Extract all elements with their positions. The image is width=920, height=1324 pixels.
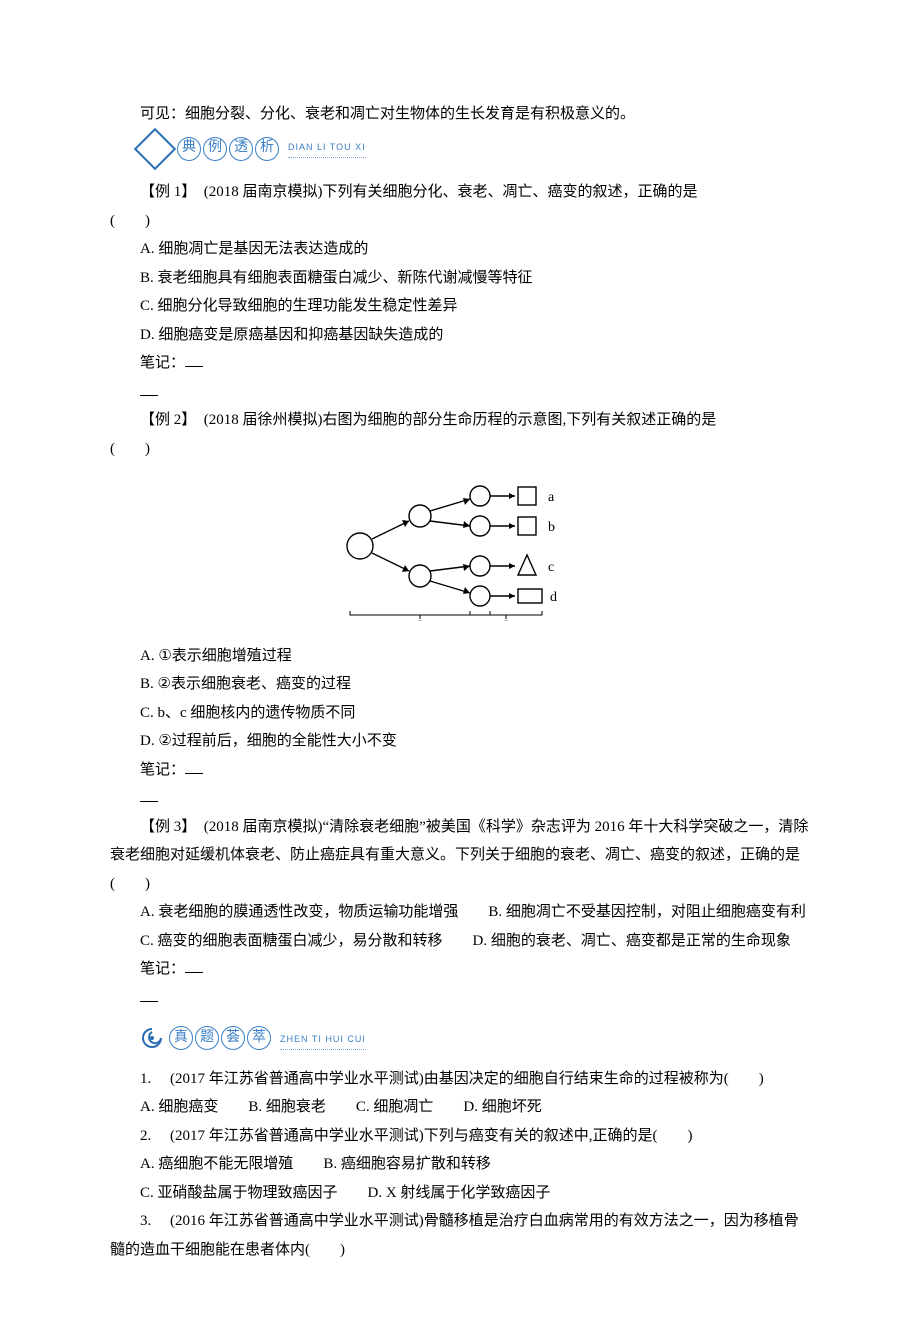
example2-note-blank-line [110, 784, 810, 813]
q1-stem: 1. (2017 年江苏省普通高中学业水平测试)由基因决定的细胞自行结束生命的过… [110, 1065, 810, 1094]
example3-stem: 【例 3】 (2018 届南京模拟)“清除衰老细胞”被美国《科学》杂志评为 20… [110, 813, 810, 899]
diagram-label-2: ② [500, 620, 513, 621]
section-banner-examples: 典 例 透 析 DIAN LI TOU XI [140, 133, 810, 175]
example1-source: (2018 届南京模拟) [189, 184, 323, 200]
q3-stem: 3. (2016 年江苏省普通高中学业水平测试)骨髓移植是治疗白血病常用的有效方… [110, 1207, 810, 1264]
example1-note-blank [185, 353, 203, 368]
example3-choices-line1: A. 衰老细胞的膜通透性改变，物质运输功能增强 B. 细胞凋亡不受基因控制，对阻止… [110, 898, 810, 927]
example3-choice-d: D. 细胞的衰老、凋亡、癌变都是正常的生命现象 [473, 933, 791, 949]
section-banner-realquestions: 真 题 荟 萃 ZHEN TI HUI CUI [140, 1016, 810, 1061]
example2-paren: ( ) [110, 441, 150, 457]
intro-paragraph: 可见：细胞分裂、分化、衰老和凋亡对生物体的生长发育是有积极意义的。 [110, 100, 810, 129]
banner2-char-1: 真 [169, 1026, 193, 1050]
q1-choice-a: A. 细胞癌变 [140, 1099, 218, 1115]
example1-stem: 【例 1】 (2018 届南京模拟)下列有关细胞分化、衰老、凋亡、癌变的叙述，正… [110, 178, 810, 207]
example3-choice-a: A. 衰老细胞的膜通透性改变，物质运输功能增强 [140, 904, 458, 920]
example3-paren: ( ) [110, 876, 150, 892]
example1-stem-text: 下列有关细胞分化、衰老、凋亡、癌变的叙述，正确的是 [323, 184, 698, 200]
example3-source: (2018 届南京模拟) [189, 819, 323, 835]
banner1-char-4: 析 [255, 137, 279, 161]
q1-paren: ( ) [724, 1071, 764, 1087]
q1-source: (2017 年江苏省普通高中学业水平测试) [155, 1071, 424, 1087]
example2-note-blank [185, 759, 203, 774]
diagram-label-a: a [548, 490, 555, 505]
diagram-label-b: b [548, 520, 555, 535]
q2-choice-a: A. 癌细胞不能无限增殖 [140, 1156, 293, 1172]
example2-diagram: a b c d ① ② [110, 471, 810, 632]
example2-choice-d: D. ②过程前后，细胞的全能性大小不变 [110, 727, 810, 756]
example1-paren: ( ) [110, 207, 810, 236]
q2-choice-d: D. X 射线属于化学致癌因子 [368, 1185, 551, 1201]
example1-choice-d: D. 细胞癌变是原癌基因和抑癌基因缺失造成的 [110, 321, 810, 350]
banner2-pinyin: ZHEN TI HUI CUI [280, 1031, 366, 1050]
q2-source: (2017 年江苏省普通高中学业水平测试) [155, 1128, 424, 1144]
q2-stem-text: 下列与癌变有关的叙述中,正确的是 [424, 1128, 653, 1144]
banner1-char-1: 典 [177, 137, 201, 161]
banner1-char-3: 透 [229, 137, 253, 161]
example3-note-label: 笔记： [140, 961, 185, 977]
q3-num: 3. [140, 1213, 155, 1229]
example3-label: 【例 3】 [140, 819, 189, 835]
q3-source: (2016 年江苏省普通高中学业水平测试) [155, 1213, 424, 1229]
example2-note: 笔记： [110, 756, 810, 785]
example2-paren-line: ( ) [110, 435, 810, 464]
banner1-char-2: 例 [203, 137, 227, 161]
example2-stem: 【例 2】 (2018 届徐州模拟)右图为细胞的部分生命历程的示意图,下列有关叙… [110, 406, 810, 435]
example2-choice-a: A. ①表示细胞增殖过程 [110, 642, 810, 671]
banner1-pinyin: DIAN LI TOU XI [288, 139, 366, 158]
example1-note: 笔记： [110, 349, 810, 378]
example3-choice-b: B. 细胞凋亡不受基因控制，对阻止细胞癌变有利 [488, 904, 806, 920]
example1-choice-b: B. 衰老细胞具有细胞表面糖蛋白减少、新陈代谢减慢等特征 [110, 264, 810, 293]
q1-choice-b: B. 细胞衰老 [248, 1099, 326, 1115]
q1-num: 1. [140, 1071, 155, 1087]
example2-choice-c: C. b、c 细胞核内的遗传物质不同 [110, 699, 810, 728]
q1-choices: A. 细胞癌变 B. 细胞衰老 C. 细胞凋亡 D. 细胞坏死 [110, 1093, 810, 1122]
example2-choice-b: B. ②表示细胞衰老、癌变的过程 [110, 670, 810, 699]
banner-diamond-icon [134, 127, 176, 169]
example1-note-blank-line [110, 378, 810, 407]
example2-stem-text: 右图为细胞的部分生命历程的示意图,下列有关叙述正确的是 [323, 412, 717, 428]
q1-choice-c: C. 细胞凋亡 [356, 1099, 434, 1115]
q2-choices-line2: C. 亚硝酸盐属于物理致癌因子 D. X 射线属于化学致癌因子 [110, 1179, 810, 1208]
q2-paren: ( ) [653, 1128, 693, 1144]
example2-note-label: 笔记： [140, 762, 185, 778]
diagram-label-d: d [550, 590, 557, 605]
q2-stem: 2. (2017 年江苏省普通高中学业水平测试)下列与癌变有关的叙述中,正确的是… [110, 1122, 810, 1151]
example1-label: 【例 1】 [140, 184, 189, 200]
q3-paren: ( ) [305, 1242, 345, 1258]
cell-lifecycle-diagram: a b c d ① ② [330, 471, 590, 621]
diagram-label-1: ① [414, 620, 427, 621]
diagram-label-c: c [548, 560, 554, 575]
q1-stem-text: 由基因决定的细胞自行结束生命的过程被称为 [424, 1071, 724, 1087]
example3-note: 笔记： [110, 955, 810, 984]
example2-source: (2018 届徐州模拟) [189, 412, 323, 428]
example3-choice-c: C. 癌变的细胞表面糖蛋白减少，易分散和转移 [140, 933, 443, 949]
q1-choice-d: D. 细胞坏死 [463, 1099, 541, 1115]
banner2-char-3: 荟 [221, 1026, 245, 1050]
q2-choice-b: B. 癌细胞容易扩散和转移 [323, 1156, 491, 1172]
example1-choice-a: A. 细胞凋亡是基因无法表达造成的 [110, 235, 810, 264]
example3-note-blank-line [110, 984, 810, 1013]
q2-num: 2. [140, 1128, 155, 1144]
q2-choice-c: C. 亚硝酸盐属于物理致癌因子 [140, 1185, 338, 1201]
example2-label: 【例 2】 [140, 412, 189, 428]
banner2-char-4: 萃 [247, 1026, 271, 1050]
banner2-char-2: 题 [195, 1026, 219, 1050]
example1-choice-c: C. 细胞分化导致细胞的生理功能发生稳定性差异 [110, 292, 810, 321]
example1-note-label: 笔记： [140, 355, 185, 371]
q2-choices-line1: A. 癌细胞不能无限增殖 B. 癌细胞容易扩散和转移 [110, 1150, 810, 1179]
example3-note-blank [185, 959, 203, 974]
banner-swirl-icon [140, 1026, 164, 1050]
example3-choices-line2: C. 癌变的细胞表面糖蛋白减少，易分散和转移 D. 细胞的衰老、凋亡、癌变都是正常… [110, 927, 810, 956]
